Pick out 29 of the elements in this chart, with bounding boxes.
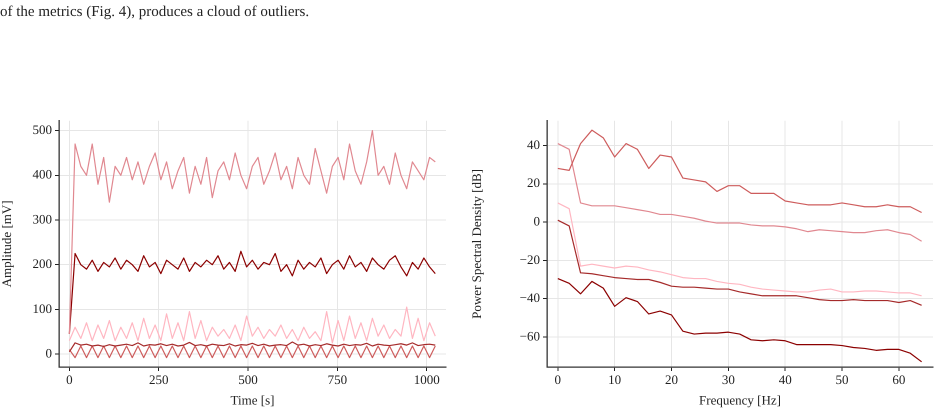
y-tick-label: 200 <box>32 256 52 272</box>
y-tick-label: −60 <box>520 328 540 344</box>
y-axis-title: Amplitude [mV] <box>0 200 14 288</box>
x-tick-label: 250 <box>148 372 168 388</box>
y-tick-label: 100 <box>32 300 52 316</box>
x-tick-label: 1000 <box>414 372 440 388</box>
y-tick-label: −20 <box>520 252 540 267</box>
y-tick-label: 300 <box>32 211 52 226</box>
x-tick-label: 50 <box>836 372 849 388</box>
y-tick-label: 40 <box>527 136 540 152</box>
x-tick-label: 40 <box>778 372 792 388</box>
x-tick-label: 0 <box>554 372 562 388</box>
x-axis-title: Frequency [Hz] <box>699 392 781 408</box>
x-tick-label: 20 <box>665 372 678 388</box>
y-axis-title: Power Spectral Density [dB] <box>469 168 484 319</box>
y-tick-label: 20 <box>527 175 540 190</box>
y-tick-label: 400 <box>32 166 52 182</box>
y-tick-label: 0 <box>46 345 52 360</box>
x-axis-title: Time [s] <box>230 392 274 408</box>
x-tick-label: 10 <box>608 372 622 388</box>
x-tick-label: 60 <box>892 372 906 388</box>
x-tick-label: 0 <box>66 372 73 388</box>
y-tick-label: 0 <box>534 213 540 228</box>
x-tick-label: 30 <box>722 372 735 388</box>
y-tick-label: −40 <box>520 290 540 306</box>
x-tick-label: 500 <box>238 372 258 388</box>
x-tick-label: 750 <box>328 372 348 388</box>
y-tick-label: 500 <box>32 122 52 138</box>
text: of the metrics (Fig. 4), produces a cloud of outliers. <box>0 4 310 21</box>
